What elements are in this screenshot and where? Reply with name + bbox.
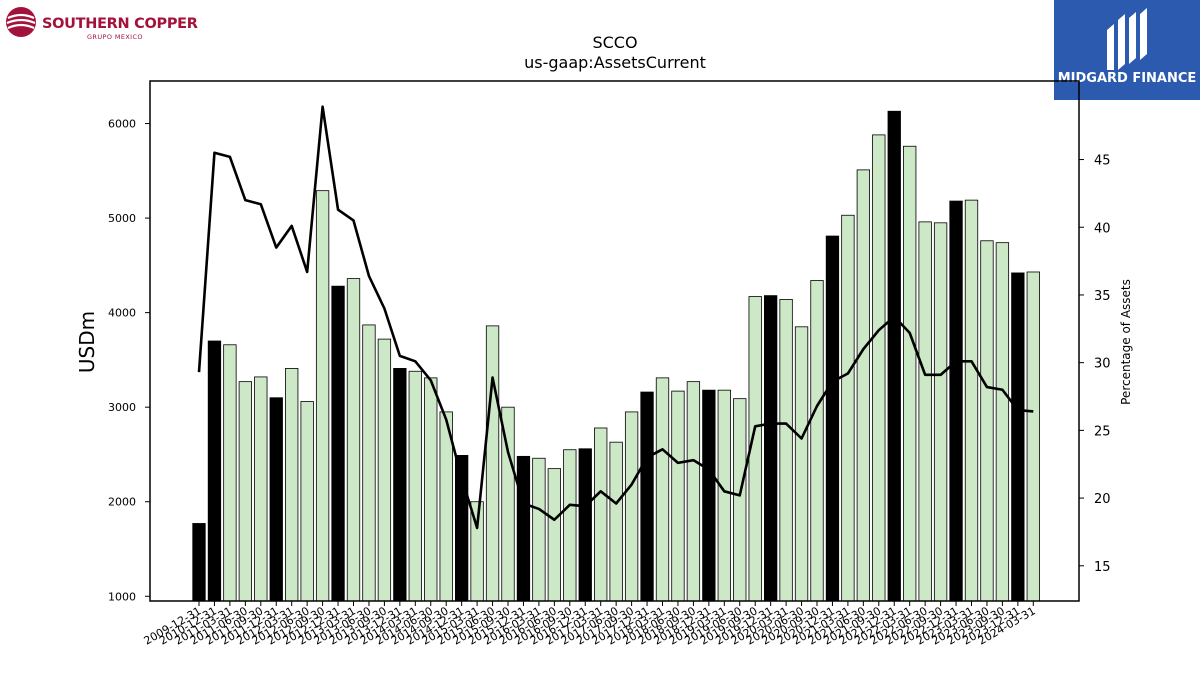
midgard-emblem: [1107, 8, 1147, 70]
brand-left-sub: GRUPO MEXICO: [87, 33, 143, 41]
y-axis-label: USDm: [75, 311, 99, 373]
bar-2012-03-31: [285, 368, 299, 602]
bar-2023-12-31: [1011, 272, 1025, 602]
y2-tick-label-25: 25: [1094, 424, 1111, 439]
bar-2024-03-31: [1026, 271, 1040, 602]
bar-2023-09-30: [995, 242, 1010, 602]
midgard-finance-logo: MIDGARD FINANCE: [1054, 0, 1200, 100]
bar-2018-03-31: [655, 377, 670, 602]
y-tick-label-6000: 6000: [108, 118, 136, 131]
axes-group: 1000200030004000500060001520253035404520…: [108, 80, 1111, 648]
brand-right-name: MIDGARD FINANCE: [1058, 71, 1197, 86]
bar-2022-09-30: [933, 222, 948, 602]
bar-2021-06-30: [856, 169, 870, 602]
y2-tick-label-40: 40: [1094, 221, 1111, 236]
plot-frame: [149, 80, 1080, 602]
y-tick-label-3000: 3000: [108, 401, 136, 414]
bar-2022-06-30: [918, 221, 932, 602]
bar-2020-09-30: [810, 280, 824, 602]
chart-title: SCCO: [592, 33, 637, 52]
chart-subtitle: us-gaap:AssetsCurrent: [524, 53, 706, 72]
y2-tick-label-15: 15: [1094, 560, 1111, 575]
y2-axis-label: Percentage of Assets: [1119, 279, 1133, 405]
bar-2012-12-31: [331, 285, 345, 602]
y2-tick-label-45: 45: [1094, 154, 1111, 169]
bar-2021-09-30: [872, 134, 886, 602]
y2-tick-label-20: 20: [1094, 492, 1111, 507]
bar-2022-03-31: [903, 145, 917, 602]
bar-2016-06-30: [547, 468, 561, 602]
bar-2013-03-31: [346, 278, 361, 602]
bar-2020-06-30: [794, 326, 809, 602]
bar-2014-03-31: [408, 370, 422, 602]
bar-2013-12-31: [393, 368, 407, 602]
y-tick-label-4000: 4000: [108, 307, 136, 320]
bar-2011-09-30: [254, 376, 268, 602]
bar-2011-03-31: [223, 344, 237, 602]
bar-2021-03-31: [841, 214, 855, 602]
bar-2010-12-31: [207, 340, 222, 602]
bar-2015-06-30: [485, 325, 500, 602]
bar-2016-12-31: [578, 448, 592, 602]
bar-2023-03-31: [964, 199, 979, 602]
bar-2017-03-31: [594, 427, 608, 602]
bar-2019-06-30: [733, 398, 747, 602]
y-tick-label-1000: 1000: [108, 590, 136, 603]
bar-2018-09-30: [686, 381, 701, 602]
bar-2013-09-30: [377, 338, 392, 602]
bar-2019-03-31: [717, 389, 731, 602]
bar-2022-12-31: [949, 200, 963, 602]
bar-2018-12-31: [702, 389, 716, 602]
southern-copper-logo: SOUTHERN COPPER GRUPO MEXICO: [6, 7, 198, 41]
bar-2023-06-30: [980, 240, 994, 602]
bar-2017-06-30: [609, 441, 623, 602]
percentage-of-assets-line: [197, 105, 1034, 530]
southern-copper-emblem: [6, 7, 36, 37]
bar-2020-12-31: [825, 235, 840, 602]
bar-2012-09-30: [315, 190, 330, 602]
bar-2018-06-30: [671, 390, 685, 602]
bar-2015-12-31: [516, 455, 531, 602]
bar-2016-03-31: [532, 457, 546, 602]
bar-2019-12-31: [764, 295, 778, 602]
bar-2012-06-30: [300, 401, 314, 602]
y2-tick-label-30: 30: [1094, 357, 1111, 372]
bar-2011-06-30: [238, 381, 253, 602]
y-tick-label-5000: 5000: [108, 212, 136, 225]
bar-2014-06-30: [424, 377, 438, 602]
bar-2013-06-30: [362, 324, 376, 602]
y2-tick-label-35: 35: [1094, 289, 1111, 304]
bar-2020-03-31: [779, 298, 793, 602]
bar-2016-09-30: [563, 449, 577, 602]
bar-2011-12-31: [269, 397, 283, 602]
bar-2009-12-31: [192, 523, 206, 602]
bar-2021-12-31: [887, 110, 901, 602]
y-tick-label-2000: 2000: [108, 496, 136, 509]
bar-2017-09-30: [624, 411, 639, 602]
brand-left-name: SOUTHERN COPPER: [42, 16, 198, 32]
bar-2017-12-31: [640, 391, 654, 602]
line-group: [197, 105, 1034, 530]
bars-group: [192, 110, 1040, 602]
